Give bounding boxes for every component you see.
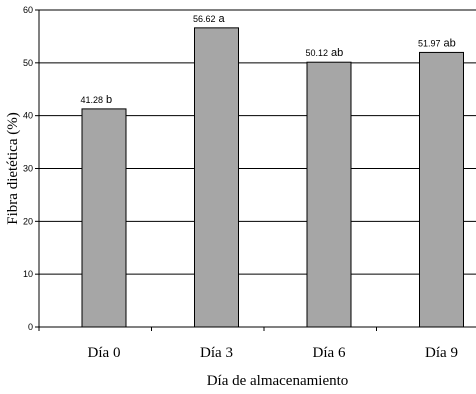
y-axis-title: Fibra dietética (%): [5, 112, 21, 224]
x-category-label: Día 9: [425, 345, 458, 361]
bar-significance-label: a: [219, 13, 226, 25]
bar-value-label: 56.62: [193, 14, 216, 24]
x-category-label: Día 0: [88, 345, 121, 361]
x-axis-categories: Día 0 Día 3 Día 6 Día 9: [38, 327, 458, 361]
bar-value-label: 41.28: [80, 95, 103, 105]
y-tick-label: 0: [28, 322, 33, 332]
bar-value-label: 50.12: [305, 48, 328, 58]
bar: [306, 61, 352, 328]
x-category-label: Día 6: [313, 345, 346, 361]
bar-significance-label: ab: [444, 37, 456, 49]
bars: [81, 27, 464, 328]
y-tick-label: 30: [23, 164, 33, 174]
y-tick-label: 40: [23, 111, 33, 121]
y-tick-label: 60: [23, 5, 33, 15]
x-category-label: Día 3: [200, 345, 233, 361]
y-tick-label: 20: [23, 216, 33, 226]
bar: [419, 51, 464, 328]
y-axis-ticks: 0 10 20 30 40 50 60: [23, 5, 39, 332]
bar-significance-label: ab: [331, 47, 343, 59]
bar: [81, 108, 127, 328]
y-tick-label: 50: [23, 58, 33, 68]
bar: [194, 27, 239, 328]
y-tick-label: 10: [23, 269, 33, 279]
x-axis-title: Día de almacenamiento: [207, 373, 349, 389]
bar-significance-label: b: [106, 94, 112, 106]
bar-value-label: 51.97: [418, 38, 441, 48]
